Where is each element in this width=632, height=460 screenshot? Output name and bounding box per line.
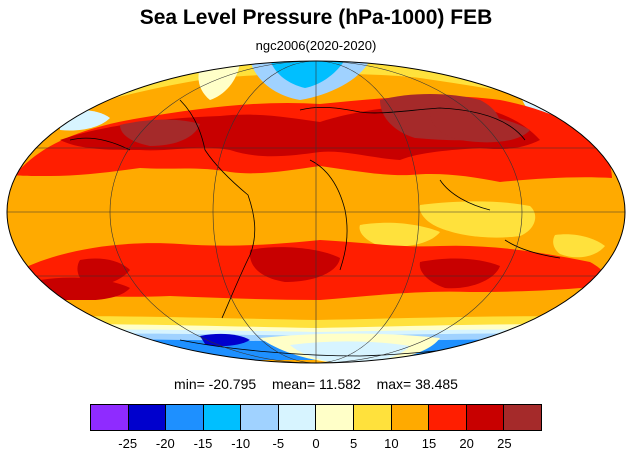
colorbar-swatch — [278, 405, 317, 430]
colorbar-swatch — [466, 405, 505, 430]
plot-title: Sea Level Pressure (hPa-1000) FEB — [139, 6, 493, 29]
sh-indian-high — [419, 258, 500, 289]
statistics-line: min= -20.795 mean= 11.582 max= 38.485 — [0, 376, 632, 392]
colorbar-swatch — [91, 405, 129, 430]
colorbar — [90, 404, 542, 431]
colorbar-tick-label: 25 — [497, 436, 512, 451]
colorbar-swatch — [429, 405, 467, 430]
equatorial-trough-2 — [359, 222, 440, 247]
asian-high-extension — [430, 111, 530, 143]
colorbar-tick-label: -5 — [272, 436, 285, 451]
colorbar-swatch — [316, 405, 355, 430]
colorbar-tick-label: 20 — [459, 436, 474, 451]
colorbar-labels: -25 -20 -15 -10 -5 0 5 10 15 20 25 — [90, 436, 542, 454]
colorbar-tick-label: 0 — [312, 436, 320, 451]
antarctic-interior-2 — [290, 341, 410, 363]
stat-mean: mean= 11.582 — [271, 376, 361, 392]
colorbar-tick-label: -25 — [118, 436, 138, 451]
colorbar-tick-label: -10 — [231, 436, 251, 451]
colorbar-swatch — [391, 405, 430, 430]
antarctic-low-core — [200, 333, 250, 347]
azores-high — [120, 119, 200, 146]
sh-pacific-high — [249, 247, 340, 282]
colorbar-tick-label: 15 — [421, 436, 437, 451]
arctic-low-core — [270, 61, 345, 88]
colorbar-swatch — [504, 405, 541, 430]
colorbar-tick-label: -15 — [193, 436, 213, 451]
colorbar-tick-label: 10 — [384, 436, 399, 451]
colorbar-swatch — [203, 405, 242, 430]
globe-outline — [6, 60, 626, 364]
colorbar-swatch — [166, 405, 204, 430]
colorbar-tick-label: -20 — [155, 436, 175, 451]
colorbar-swatch — [128, 405, 167, 430]
colorbar-swatch — [354, 405, 392, 430]
colorbar-swatch — [241, 405, 279, 430]
stat-min: min= -20.795 — [174, 376, 257, 392]
sh-atlantic-high-2 — [39, 277, 130, 301]
icelandic-low — [198, 62, 240, 100]
plot-subtitle: ngc2006(2020-2020) — [255, 38, 377, 53]
graticule — [7, 61, 625, 363]
equatorial-trough — [419, 201, 536, 238]
equatorial-trough-3 — [553, 234, 605, 258]
colorbar-tick-label: 5 — [350, 436, 358, 451]
stat-max: max= 38.485 — [376, 376, 458, 392]
